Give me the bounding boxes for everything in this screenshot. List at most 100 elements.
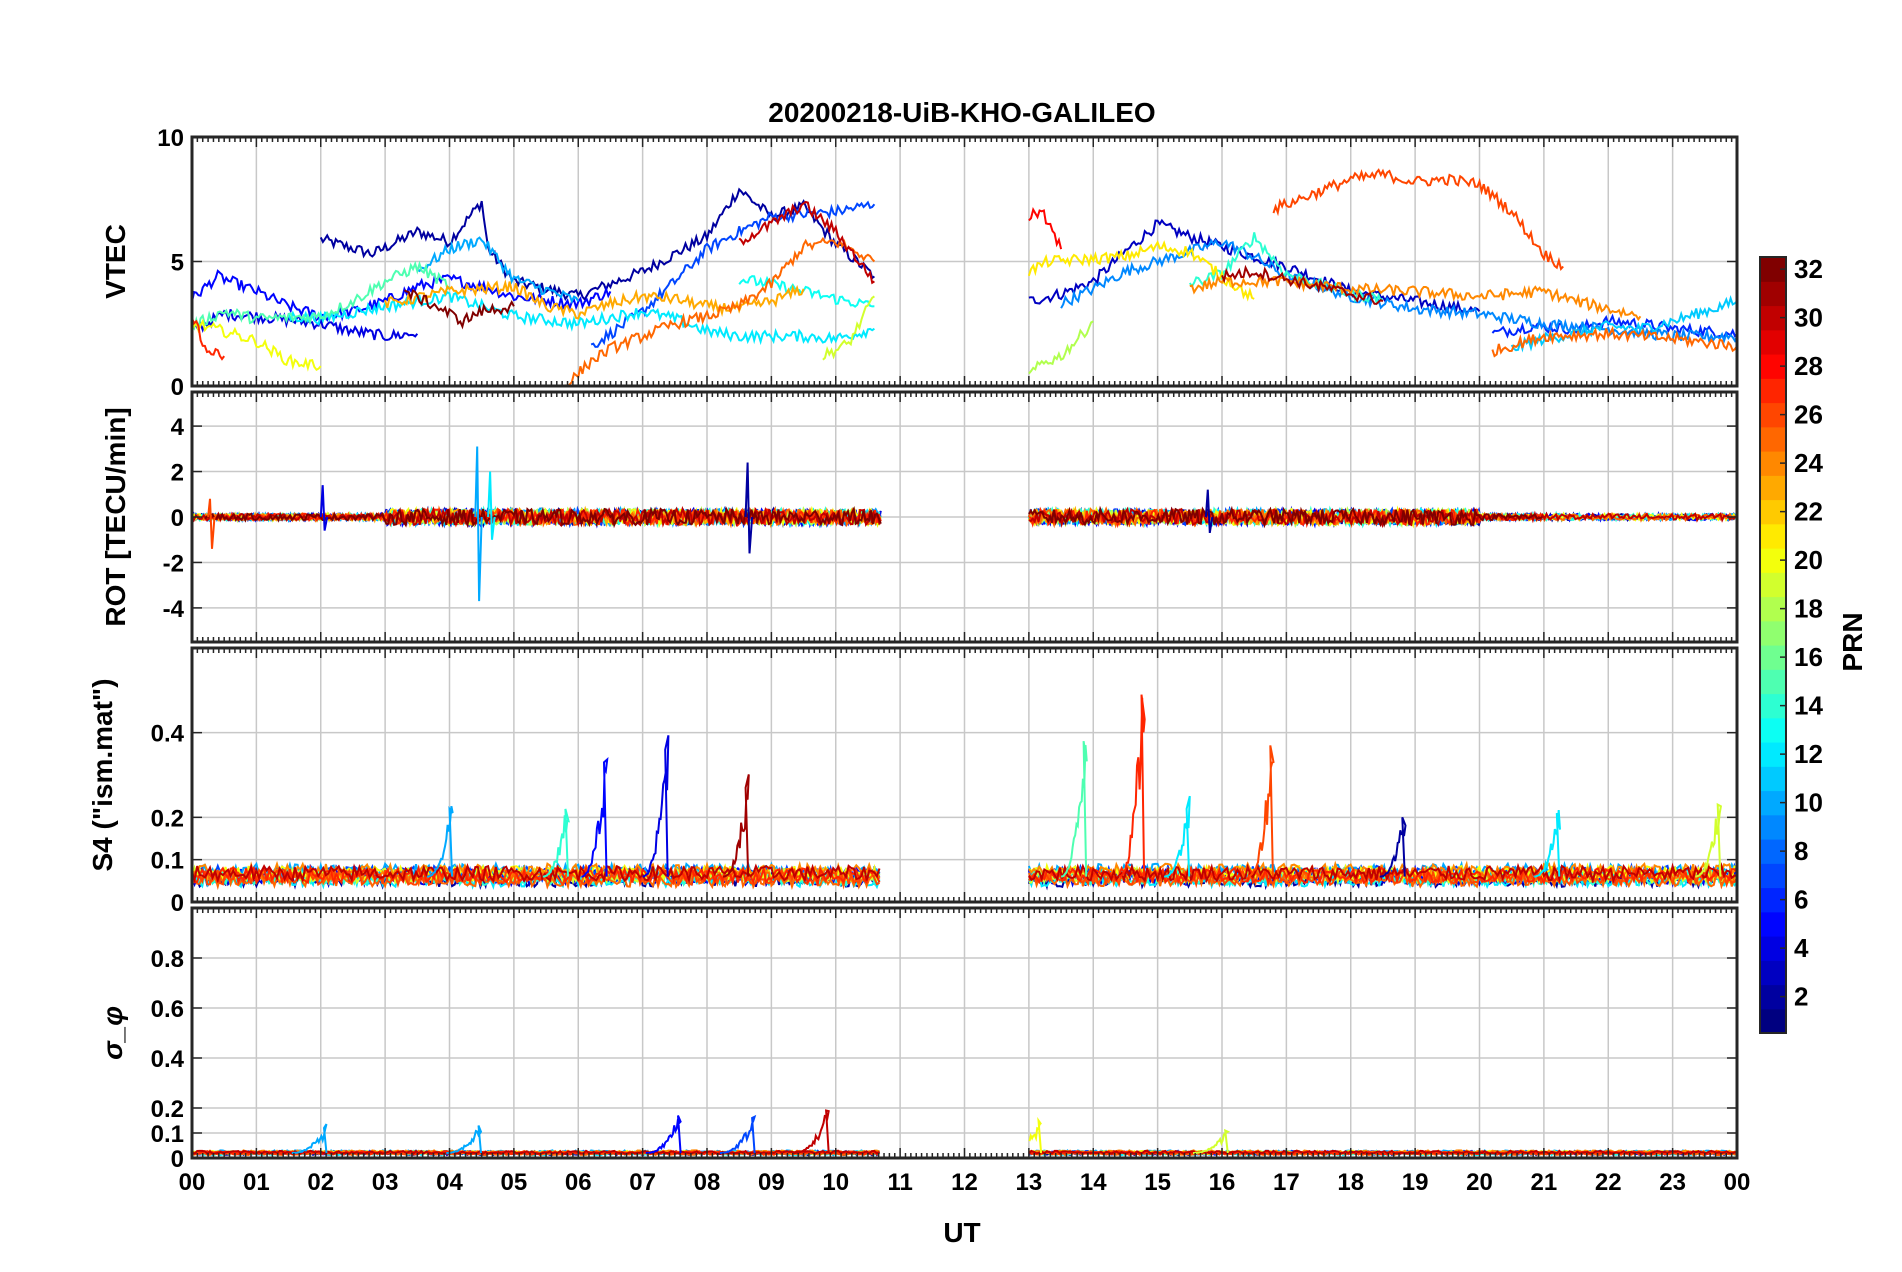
y-axis-label: VTEC: [100, 224, 131, 299]
series-line-prn-30: [738, 200, 875, 285]
series-line-prn-26: [1247, 745, 1275, 878]
colorbar-cell: [1760, 620, 1786, 646]
colorbar-cell: [1760, 814, 1786, 840]
series-line-prn-32: [403, 288, 515, 330]
x-tick-label: 01: [243, 1169, 270, 1196]
series-line-prn-24: [192, 860, 881, 883]
x-tick-label: 07: [629, 1169, 656, 1196]
y-tick-label: 0.2: [151, 1096, 184, 1123]
series-line-prn-27: [192, 317, 225, 361]
panel-3: 0 0.1 0.2 0.4 S4 ("ism.mat"): [87, 646, 1739, 917]
colorbar-cell: [1760, 281, 1786, 307]
series-line-prn-12: [487, 471, 496, 540]
series-line-prn-13: [738, 275, 875, 308]
x-tick-label: 22: [1595, 1169, 1622, 1196]
series-line-prn-10: [416, 236, 580, 304]
colorbar-tick-label: 22: [1794, 497, 1823, 527]
colorbar-tick-label: 10: [1794, 788, 1823, 818]
y-tick-label: 0.1: [151, 1121, 184, 1148]
y-tick-label: 0.8: [151, 946, 184, 973]
y-tick-label: 0.2: [151, 805, 184, 832]
colorbar-cell: [1760, 378, 1786, 404]
x-tick-label: 00: [1724, 1169, 1751, 1196]
series-line-prn-28: [1028, 206, 1063, 250]
panel-4: 00.10.2 0.4 0.6 0.8 σ_φ 00 01 02 03 04 05 06 07 08 09 1…: [97, 906, 1751, 1196]
colorbar-cell: [1760, 426, 1786, 452]
series-line-prn-30: [192, 863, 881, 885]
y-tick-label: 5: [171, 250, 184, 277]
series-line-prn-2: [1379, 816, 1407, 878]
colorbar-label: PRN: [1837, 612, 1868, 671]
series-group: [192, 168, 1737, 386]
colorbar-tick-label: 16: [1794, 642, 1823, 672]
series-line-prn-12: [1534, 810, 1561, 878]
series-line-prn-5: [192, 269, 612, 323]
x-tick-label: 17: [1273, 1169, 1300, 1196]
x-tick-label: 14: [1080, 1169, 1107, 1196]
series-line-prn-26: [207, 498, 216, 549]
series-line-prn-10: [474, 446, 483, 602]
x-tick-label: 23: [1659, 1169, 1686, 1196]
y-tick-label: -4: [163, 596, 185, 623]
x-tick-label: 09: [758, 1169, 785, 1196]
y-axis-label: S4 ("ism.mat"): [87, 678, 118, 871]
y-tick-label: 0: [171, 374, 184, 401]
x-tick-label: 20: [1466, 1169, 1493, 1196]
panel-1: 0 5 10 VTEC: [100, 125, 1739, 401]
series-line-prn-6: [1491, 313, 1737, 339]
colorbar-cell: [1760, 717, 1786, 743]
colorbar-cell: [1760, 911, 1786, 937]
series-group: [192, 446, 1737, 602]
series-line-prn-20: [1028, 1116, 1043, 1154]
series-line-prn-14: [542, 808, 570, 878]
y-tick-label: 0: [171, 890, 184, 917]
x-tick-label: 08: [694, 1169, 721, 1196]
y-tick-label: 10: [157, 125, 184, 152]
series-line-prn-19: [1193, 1128, 1231, 1154]
series-line-prn-5: [581, 757, 609, 878]
series-line-prn-18: [1028, 320, 1094, 375]
series-line-prn-2: [744, 462, 754, 554]
colorbar-cell: [1760, 766, 1786, 792]
colorbar-tick-label: 20: [1794, 545, 1823, 575]
y-tick-label: -2: [163, 550, 184, 577]
colorbar-tick-label: 2: [1794, 982, 1808, 1012]
series-line-prn-4: [319, 485, 329, 531]
colorbar-tick-label: 26: [1794, 400, 1823, 430]
series-line-prn-26: [1272, 168, 1564, 271]
x-tick-label: 03: [372, 1169, 399, 1196]
x-tick-label: 18: [1337, 1169, 1364, 1196]
colorbar-tick-label: 24: [1794, 448, 1823, 478]
panel-2: -4 -2 0 2 4 ROT [TECU/min]: [100, 390, 1739, 644]
y-tick-label: 0.4: [151, 1046, 185, 1073]
x-tick-label: 21: [1531, 1169, 1558, 1196]
series-line-prn-21: [1027, 239, 1255, 302]
x-tick-label: 00: [179, 1169, 206, 1196]
series-line-prn-7: [719, 1114, 757, 1154]
series-line-prn-2: [1204, 489, 1214, 534]
series-line-prn-15: [1060, 740, 1088, 878]
x-tick-label: 05: [501, 1169, 528, 1196]
x-tick-label: 12: [951, 1169, 978, 1196]
series-line-prn-20: [192, 318, 322, 372]
colorbar-cell: [1760, 1008, 1786, 1034]
x-tick-label: 02: [307, 1169, 334, 1196]
series-line-prn-19: [1695, 802, 1723, 878]
series-line-prn-10: [426, 805, 454, 878]
series-line-prn-27: [192, 864, 881, 887]
x-tick-label: 13: [1016, 1169, 1043, 1196]
series-line-prn-23: [384, 279, 805, 320]
series-line-prn-12: [1164, 795, 1191, 878]
series-line-prn-32: [1028, 505, 1543, 529]
series-line-prn-30: [793, 1109, 830, 1154]
y-tick-label: 0: [171, 505, 184, 532]
series-line-prn-3: [1028, 218, 1481, 315]
y-tick-label: 0.6: [151, 996, 184, 1023]
colorbar-tick-label: 30: [1794, 303, 1823, 333]
series-group: [192, 694, 1737, 891]
x-tick-label: 10: [822, 1169, 849, 1196]
series-line-prn-15: [192, 260, 451, 331]
y-tick-label: 0.1: [151, 848, 184, 875]
